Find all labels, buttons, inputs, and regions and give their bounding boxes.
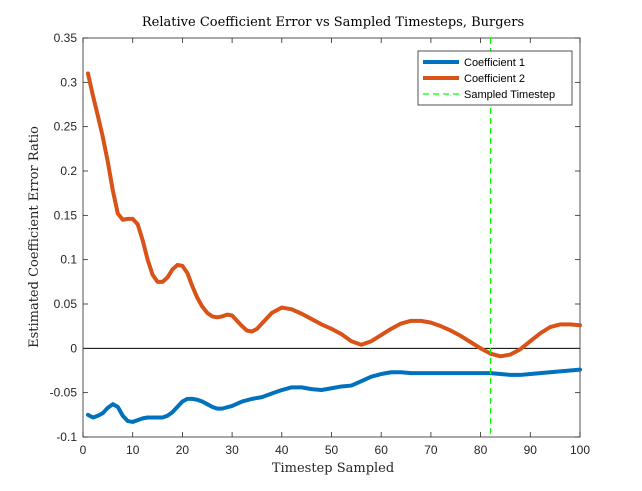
x-tick-label: 20 (176, 443, 190, 457)
series-line-2 (85, 71, 582, 359)
series-line-1 (85, 367, 582, 424)
x-tick-label: 100 (570, 443, 590, 457)
y-tick-label: 0.15 (54, 208, 78, 222)
y-tick-label: 0.1 (60, 253, 77, 267)
x-tick-label: 60 (375, 443, 389, 457)
y-axis-label: Estimated Coefficient Error Ratio (27, 126, 42, 348)
y-tick-label: 0.2 (60, 164, 77, 178)
y-tick-label: 0 (70, 341, 77, 355)
legend: Coefficient 1 Coefficient 2 Sampled Timest… (417, 50, 573, 106)
y-tick-label: -0.05 (50, 386, 78, 400)
y-tick-label: -0.1 (56, 430, 77, 444)
legend-label: Coefficient 2 (464, 73, 525, 85)
x-tick-label: 10 (126, 443, 140, 457)
chart-title: Relative Coefficient Error vs Sampled Ti… (142, 15, 524, 30)
x-tick-label: 30 (225, 443, 239, 457)
x-tick-label: 0 (80, 443, 87, 457)
x-tick-label: 80 (474, 443, 488, 457)
x-axis-label: Timestep Sampled (272, 461, 394, 476)
y-tick-label: 0.05 (54, 297, 78, 311)
x-tick-label: 40 (275, 443, 289, 457)
x-tick-label: 90 (524, 443, 538, 457)
y-tick-label: 0.25 (54, 120, 78, 134)
y-tick-label: 0.35 (54, 31, 78, 45)
data-lines (83, 38, 582, 437)
legend-label: Sampled Timestep (464, 89, 555, 101)
y-tick-label: 0.3 (60, 75, 77, 89)
x-tick-label: 70 (424, 443, 438, 457)
x-tick-label: 50 (325, 443, 339, 457)
axis-ticks: 0 10 20 30 40 50 60 70 80 90 100 -0.1 -0.05 0 0.05 0.1 0… (50, 31, 591, 457)
legend-label: Coefficient 1 (464, 57, 525, 69)
